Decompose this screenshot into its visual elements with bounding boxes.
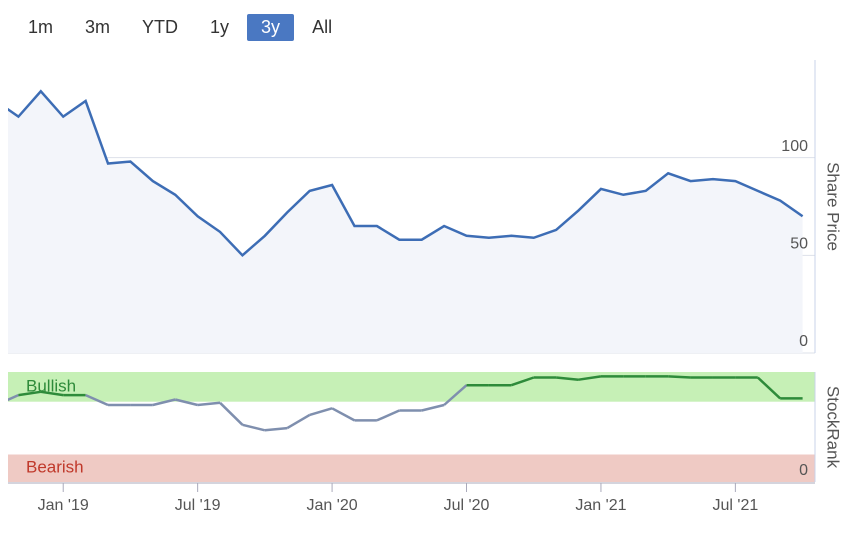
price-line xyxy=(8,89,804,258)
y-tick-label: 0 xyxy=(799,462,808,479)
rank-segment xyxy=(309,407,333,417)
range-button[interactable]: All xyxy=(312,17,333,37)
y-tick-label: 50 xyxy=(790,236,808,253)
range-selector: 1m 3m YTD 1y 3y All xyxy=(14,14,350,41)
price-area xyxy=(8,91,803,353)
rank-segment xyxy=(756,376,782,400)
y-axis-title: Share Price xyxy=(824,162,843,251)
range-button[interactable]: YTD xyxy=(142,17,179,37)
rank-segment xyxy=(18,390,41,397)
y-axis-title: StockRank xyxy=(824,386,843,469)
rank-segment xyxy=(510,376,535,387)
rank-segment xyxy=(668,375,691,379)
rank-segment xyxy=(376,409,400,422)
rank-segment xyxy=(197,401,221,407)
rank-segment xyxy=(264,426,288,432)
x-tick-label: Jul '21 xyxy=(713,497,759,514)
axes: 0 50 100 Share Price Bullish Bearish 0 StockRan… xyxy=(8,60,843,514)
rank-segment xyxy=(578,375,602,381)
rank-segment xyxy=(421,403,445,412)
x-tick-label: Jan '19 xyxy=(38,497,89,514)
range-button[interactable]: 1m xyxy=(28,17,54,37)
rank-segment xyxy=(242,423,266,432)
range-button[interactable]: 3y xyxy=(247,14,295,41)
x-tick-label: Jul '19 xyxy=(175,497,221,514)
plot-area xyxy=(8,89,815,482)
rank-segment xyxy=(219,401,244,426)
rank-segment xyxy=(85,393,109,407)
rank-segment xyxy=(286,413,311,430)
range-button[interactable]: 3m xyxy=(85,17,111,37)
rank-segment xyxy=(152,398,176,407)
y-tick-label: 100 xyxy=(781,138,808,155)
x-tick-label: Jul '20 xyxy=(444,497,490,514)
rank-segment xyxy=(331,407,356,422)
rank-segment xyxy=(443,384,468,406)
x-tick-label: Jan '21 xyxy=(575,497,626,514)
rank-segment xyxy=(556,376,579,381)
rank-segment xyxy=(174,398,198,407)
rank-segment xyxy=(8,393,19,402)
band-label: Bearish xyxy=(26,458,84,477)
band xyxy=(8,454,815,482)
range-button[interactable]: 1y xyxy=(210,17,230,37)
band-label: Bullish xyxy=(26,376,76,395)
rank-segment xyxy=(40,390,64,397)
x-tick-label: Jan '20 xyxy=(307,497,358,514)
y-tick-label: 0 xyxy=(799,333,808,350)
